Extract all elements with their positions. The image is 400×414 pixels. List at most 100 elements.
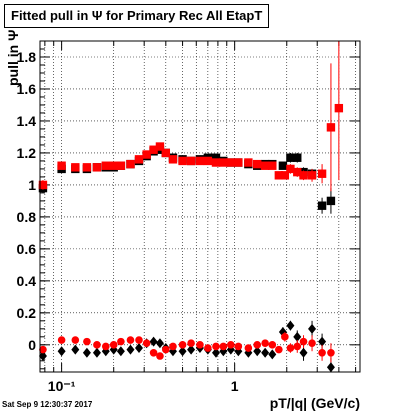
data-point [293,342,302,351]
y-tick-label: 1.6 [17,81,37,97]
data-point [187,344,196,355]
data-point [219,342,228,351]
data-point [178,346,187,357]
data-point [268,349,277,360]
data-point [109,161,118,170]
data-point [334,103,344,113]
data-point [57,161,66,170]
data-point [109,341,118,349]
data-point [116,161,126,170]
data-point [299,337,308,346]
data-point [126,336,135,344]
data-point [317,201,327,210]
series-2 [38,41,344,192]
data-point [82,163,92,172]
data-point [318,349,326,357]
data-point [93,341,101,349]
data-point [268,161,277,170]
data-point [38,180,48,190]
x-tick-label: 10⁻¹ [48,378,76,394]
y-tick-label: 0 [28,337,36,353]
plot-frame [39,40,361,373]
data-point [169,342,177,351]
data-point [278,161,288,170]
data-point [92,347,101,358]
data-point [71,163,80,172]
data-point [149,336,158,347]
data-point [156,352,164,360]
y-tick-label: 0.8 [17,209,37,225]
data-point [117,337,125,346]
data-point [82,347,91,358]
data-point [268,341,277,349]
data-point [326,362,335,373]
data-point [203,156,213,166]
data-point [293,153,302,162]
data-point [212,342,220,351]
data-point [234,342,243,351]
data-point [71,336,80,344]
data-point [326,123,336,132]
data-point [318,336,327,347]
data-point [204,344,212,352]
data-point [196,341,204,349]
data-point [244,344,253,352]
data-point [187,339,195,348]
data-point [211,153,221,162]
data-point [308,323,317,334]
y-tick-label: 1.8 [17,49,37,65]
data-point [244,158,253,167]
chart-title-box: Fitted pull in Ψ for Primary Rec All Eta… [4,4,270,28]
data-point [142,150,151,159]
y-axis-label: pull in Ψ [5,29,21,86]
data-point [135,336,143,344]
data-point [134,343,143,354]
y-tick-label: 1 [28,177,36,193]
data-point [211,158,221,167]
data-point [253,346,262,357]
data-point [92,163,102,172]
data-point [274,171,284,180]
y-tick-label: 0.2 [17,305,37,321]
data-point [293,167,302,177]
data-point [168,155,178,164]
y-tick-label: 1.4 [17,113,37,129]
data-point [326,196,336,206]
data-point [116,346,125,357]
series-3 [39,332,335,363]
data-point [57,346,66,357]
data-point [253,341,262,349]
data-point [211,347,220,358]
data-point [280,171,290,180]
y-tick-label: 0.6 [17,241,37,257]
data-point [299,347,308,358]
data-point [178,341,187,349]
data-point [281,333,289,341]
data-point [161,148,171,158]
data-point [38,351,47,362]
data-point [126,159,135,169]
data-point [234,158,243,167]
data-point [71,344,80,355]
y-tick-label: 1.2 [17,145,37,161]
data-point [253,159,262,169]
data-point [162,345,170,354]
data-point [293,331,302,342]
data-point [186,156,196,166]
tick-labels: 0 0.2 0.4 0.6 0.8 1 1.2 1.4 1.6 1.8 10⁻¹ 1 [17,49,239,394]
data-point [155,338,164,349]
data-point [195,156,205,166]
data-point [155,142,165,151]
data-point [261,347,270,358]
data-point [101,161,110,170]
data-point [149,145,158,154]
data-point [219,158,228,167]
data-point [261,339,269,348]
chart-title: Fitted pull in Ψ for Primary Rec All Eta… [11,8,263,23]
data-point [286,344,295,352]
data-point [286,164,295,174]
data-series [38,41,344,373]
data-point [308,339,316,348]
data-point [178,156,187,166]
